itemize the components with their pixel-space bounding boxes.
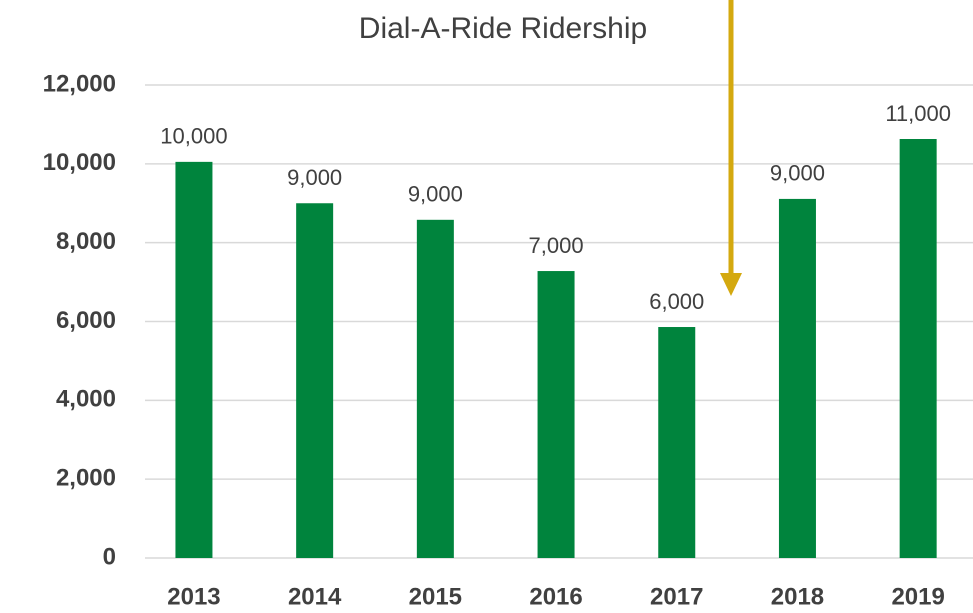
data-label: 9,000 [408,182,463,207]
data-label: 11,000 [885,101,951,126]
bar [658,327,696,558]
bar [899,139,937,558]
plot-area: 0 2,000 4,000 6,000 8,000 10,000 12,000 2013 10,… [43,70,973,610]
arrow-head [720,273,742,296]
bar [537,271,575,558]
y-tick-label: 12,000 [43,70,116,97]
y-tick-label: 8,000 [56,228,116,255]
bar [175,161,213,559]
x-tick-label: 2019 [891,583,944,610]
data-label: 9,000 [770,161,825,186]
y-tick-label: 4,000 [56,386,116,413]
x-tick-label: 2017 [650,583,703,610]
data-label: 6,000 [649,289,704,314]
y-tick-label: 6,000 [56,307,116,334]
x-tick-label: 2018 [771,583,824,610]
chart-title: Dial-A-Ride Ridership [359,12,647,45]
x-tick-label: 2014 [288,583,342,610]
x-tick-label: 2016 [529,583,582,610]
x-tick-label: 2015 [409,583,462,610]
annotation-arrow [720,0,742,296]
data-label: 7,000 [529,233,584,258]
data-label: 9,000 [287,165,342,190]
data-label: 10,000 [160,124,227,149]
bar [296,203,334,558]
bar [778,198,816,558]
y-tick-label: 2,000 [56,465,116,492]
y-tick-label: 0 [103,543,116,570]
x-tick-label: 2013 [167,583,220,610]
bar [416,219,454,558]
y-tick-label: 10,000 [43,149,116,176]
